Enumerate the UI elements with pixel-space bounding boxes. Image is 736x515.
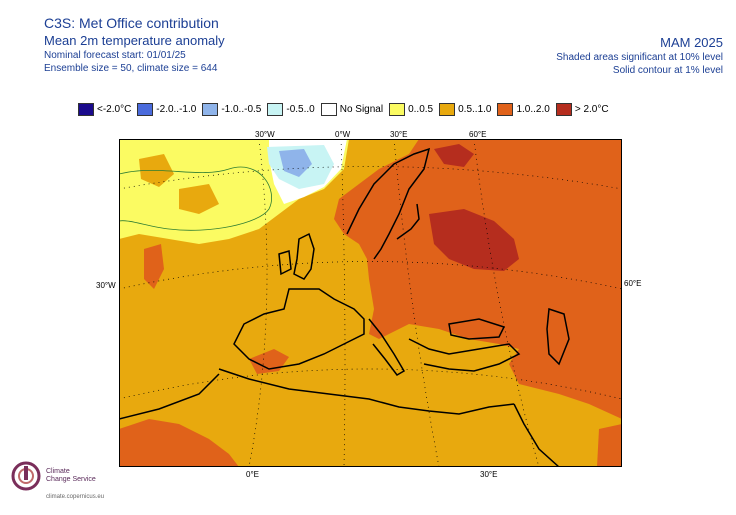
color-legend: <-2.0°C -2.0..-1.0 -1.0..-0.5 -0.5..0 No Sig…	[78, 103, 615, 116]
legend-label: -0.5..0	[286, 104, 315, 115]
logo-text-line1: Climate	[46, 468, 70, 475]
legend-item: 0.5..1.0	[439, 103, 491, 116]
title-block: C3S: Met Office contribution Mean 2m tem…	[44, 14, 225, 75]
legend-item: <-2.0°C	[78, 103, 131, 116]
anomaly-map	[119, 139, 622, 467]
anomaly-region-1-2-east	[334, 139, 622, 419]
legend-swatch	[497, 103, 514, 116]
legend-item: -0.5..0	[267, 103, 315, 116]
legend-item: 0..0.5	[389, 103, 433, 116]
legend-item: -1.0..-0.5	[202, 103, 261, 116]
anomaly-region-neg-iceland-core	[279, 149, 312, 177]
legend-item: No Signal	[320, 103, 384, 116]
legend-label: 0.5..1.0	[458, 104, 492, 115]
legend-label: -1.0..-0.5	[221, 104, 262, 115]
legend-label: No Signal	[339, 104, 384, 115]
ensemble-size-text: Ensemble size = 50, climate size = 644	[44, 63, 218, 74]
axis-label-top-60e: 60°E	[469, 130, 487, 139]
legend-swatch	[267, 103, 284, 116]
graticule	[119, 139, 622, 467]
legend-item: > 2.0°C	[555, 103, 609, 116]
season-label: MAM 2025	[660, 35, 723, 50]
legend-item: 1.0..2.0	[497, 103, 550, 116]
legend-swatch	[320, 103, 337, 116]
chart-title: C3S: Met Office contribution	[44, 15, 219, 31]
logo-url: climate.copernicus.eu	[46, 494, 105, 500]
legend-swatch	[137, 103, 154, 116]
legend-swatch	[78, 103, 94, 116]
forecast-start-text: Nominal forecast start: 01/01/25	[44, 50, 186, 61]
axis-label-top-0w: 0°W	[335, 130, 351, 139]
legend-swatch	[439, 103, 456, 116]
axis-label-bottom-0e: 0°E	[246, 470, 259, 479]
legend-label: 1.0..2.0	[516, 104, 550, 115]
significance-contour-note: Solid contour at 1% level	[612, 65, 723, 76]
season-block: MAM 2025 Shaded areas significant at 10%…	[556, 34, 723, 77]
legend-label: > 2.0°C	[574, 104, 609, 115]
legend-label: 0..0.5	[408, 104, 434, 115]
copernicus-logo: Climate Change Service	[10, 460, 96, 492]
legend-swatch	[202, 103, 219, 116]
axis-label-right-60e: 60°E	[624, 279, 642, 288]
significance-shaded-note: Shaded areas significant at 10% level	[556, 52, 723, 63]
anomaly-region-1-2-sahara	[119, 419, 239, 467]
logo-text-line2: Change Service	[46, 476, 96, 483]
anomaly-region-1-2-atlantic	[144, 244, 164, 289]
axis-label-left-30w: 30°W	[96, 281, 116, 290]
legend-label: <-2.0°C	[97, 104, 132, 115]
coastlines	[119, 147, 570, 467]
anomaly-region-1-2-middleeast	[597, 424, 622, 467]
legend-item: -2.0..-1.0	[137, 103, 196, 116]
anomaly-region-gt2-north	[434, 144, 474, 167]
c3s-logo-icon	[11, 461, 41, 491]
chart-subtitle: Mean 2m temperature anomaly	[44, 33, 225, 48]
axis-label-bottom-30e: 30°E	[480, 470, 498, 479]
axis-label-top-30w: 30°W	[255, 130, 275, 139]
legend-swatch	[389, 103, 406, 116]
significance-contour	[119, 166, 272, 231]
legend-label: -2.0..-1.0	[156, 104, 197, 115]
anomaly-region-05-1-atlantic-2	[179, 184, 219, 214]
axis-label-top-30e: 30°E	[390, 130, 408, 139]
legend-swatch	[555, 103, 572, 116]
anomaly-region-gt2-core	[429, 209, 519, 271]
